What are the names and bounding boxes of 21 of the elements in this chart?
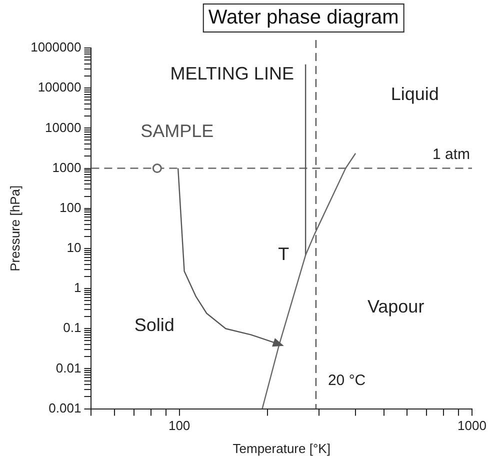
- annotation: MELTING LINE: [170, 63, 294, 84]
- y-axis-title: Pressure [hPa]: [7, 185, 22, 272]
- y-tick-label: 1: [74, 280, 82, 296]
- ref-line-label: 20 °C: [328, 372, 366, 389]
- x-axis-title: Temperature [°K]: [232, 440, 330, 456]
- y-tick-label: 0.001: [48, 400, 82, 416]
- annotation: Liquid: [390, 84, 439, 104]
- y-tick-label: 10: [66, 240, 82, 256]
- ref-line-label: 1 atm: [432, 146, 470, 163]
- annotation: SAMPLE: [140, 121, 214, 142]
- chart-title: Water phase diagram: [208, 6, 399, 29]
- annotation: Solid: [134, 314, 174, 335]
- annotation: T: [278, 244, 290, 264]
- annotation: Vapour: [367, 296, 424, 317]
- y-tick-label: 100000: [38, 80, 82, 95]
- y-tick-label: 0.01: [56, 360, 82, 376]
- y-tick-label: 10000: [45, 120, 82, 135]
- y-tick-label: 100: [60, 200, 82, 215]
- y-tick-label: 0.1: [63, 320, 82, 336]
- y-tick-label: 1000000: [30, 40, 82, 55]
- y-tick-label: 1000: [52, 160, 82, 175]
